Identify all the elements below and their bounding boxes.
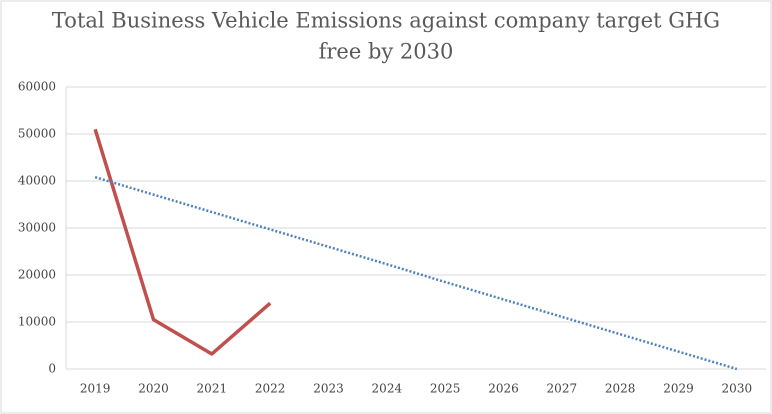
x-tick-label: 2023 bbox=[313, 382, 344, 396]
x-tick-label: 2024 bbox=[372, 382, 403, 396]
x-tick-label: 2025 bbox=[430, 382, 461, 396]
y-tick-label: 60000 bbox=[18, 80, 56, 94]
y-tick-label: 30000 bbox=[18, 221, 56, 235]
y-tick-label: 20000 bbox=[18, 268, 56, 282]
x-tick-label: 2028 bbox=[605, 382, 636, 396]
x-tick-label: 2026 bbox=[488, 382, 519, 396]
x-tick-label: 2027 bbox=[547, 382, 578, 396]
data-line bbox=[93, 128, 272, 356]
chart-title: Total Business Vehicle Emissions against… bbox=[52, 9, 720, 33]
x-tick-label: 2022 bbox=[255, 382, 286, 396]
x-tick-label: 2029 bbox=[663, 382, 694, 396]
y-tick-label: 10000 bbox=[18, 315, 56, 329]
y-tick-label: 40000 bbox=[18, 174, 56, 188]
y-tick-label: 0 bbox=[48, 362, 56, 376]
x-tick-label: 2030 bbox=[722, 382, 753, 396]
x-tick-label: 2020 bbox=[138, 382, 169, 396]
chart-title: free by 2030 bbox=[319, 40, 454, 64]
x-tick-label: 2021 bbox=[197, 382, 228, 396]
x-tick-label: 2019 bbox=[80, 382, 111, 396]
y-tick-label: 50000 bbox=[18, 127, 56, 141]
